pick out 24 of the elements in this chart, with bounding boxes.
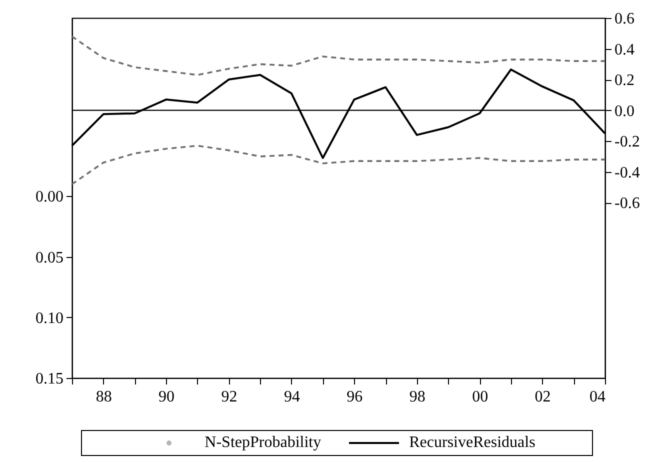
y2-tick-label: 0.6 — [614, 10, 634, 28]
x-tick-label: 00 — [472, 388, 488, 406]
legend-label: RecursiveResiduals — [409, 434, 536, 452]
x-tick-label: 88 — [96, 388, 112, 406]
y-tick-label: 0.05 — [36, 249, 64, 266]
x-tick-label: 04 — [590, 388, 606, 406]
line-series — [71, 36, 606, 76]
x-tick-label: 90 — [158, 388, 175, 406]
y2-tick-label: -0.2 — [614, 134, 640, 151]
x-tick-label: 94 — [284, 388, 300, 406]
x-tick-label: 98 — [409, 388, 426, 406]
y2-tick-label: -0.6 — [614, 195, 640, 212]
y-tick-label: 0.15 — [36, 370, 64, 388]
y2-tick-label: -0.4 — [614, 164, 640, 182]
x-tick-label: 02 — [534, 388, 551, 406]
line-series — [71, 144, 606, 186]
y-tick-label: 0.10 — [36, 310, 64, 327]
y2-tick-label: 0.0 — [614, 102, 634, 120]
x-tick-label: 96 — [346, 388, 363, 406]
y2-tick-label: 0.2 — [614, 72, 634, 90]
y2-tick-label: 0.4 — [614, 41, 634, 58]
x-tick-label: 92 — [221, 388, 238, 406]
y-tick-label: 0.00 — [36, 188, 64, 206]
legend-label: N-StepProbability — [204, 434, 322, 452]
